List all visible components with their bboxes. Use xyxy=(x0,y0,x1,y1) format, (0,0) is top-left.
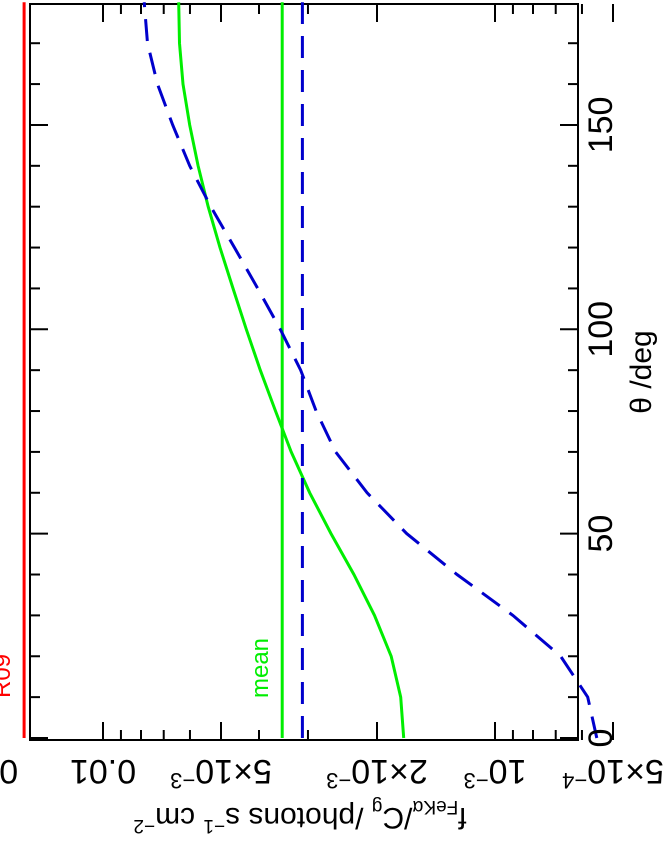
y-title-part: /photons s xyxy=(225,801,372,834)
chart-marks xyxy=(22,2,599,739)
x-tick-label: 100 xyxy=(582,301,620,358)
x-tick-label: 0 xyxy=(582,729,620,748)
y-title-part: cm xyxy=(155,801,203,834)
series-line xyxy=(177,2,406,739)
y-tick-label: 0.02 xyxy=(0,752,18,790)
y-tick-label: 5×10−4 xyxy=(562,752,663,793)
y-tick-label: 5×10−3 xyxy=(170,752,272,793)
y-tick-label: 10−3 xyxy=(464,752,527,793)
plot-frame xyxy=(29,3,579,741)
y-tick-label: 2×10−3 xyxy=(326,752,428,793)
y-tick-label: 0.01 xyxy=(70,752,136,790)
x-tick-label: 50 xyxy=(582,515,620,553)
y-title-superscript: −1 xyxy=(203,815,225,836)
series-line xyxy=(142,2,599,739)
y-title-subscript: g xyxy=(372,796,383,817)
y-axis-title: fFeKα/Cg /photons s−1 cm−2 xyxy=(133,796,466,836)
series-annotation: mean xyxy=(247,638,274,698)
y-title-subscript: FeKα xyxy=(412,796,458,817)
y-title-part: /C xyxy=(382,801,412,834)
chart-text: 0 50 100 150 5×10−4 10−3 2×10−3 5×10−3 0.01 0.02 R… xyxy=(0,97,663,836)
x-axis-title: θ /deg xyxy=(625,330,658,413)
y-tick-exponent: −3 xyxy=(170,768,195,793)
y-tick-exponent: −4 xyxy=(562,768,587,793)
y-tick-exponent: −3 xyxy=(326,768,351,793)
x-tick-label: 150 xyxy=(582,97,620,154)
y-title-superscript: −2 xyxy=(133,815,155,836)
y-tick-exponent: −3 xyxy=(464,768,489,793)
plot-area xyxy=(29,3,615,741)
series-annotation: R09 xyxy=(0,654,16,698)
y-title-main: f xyxy=(458,801,467,834)
